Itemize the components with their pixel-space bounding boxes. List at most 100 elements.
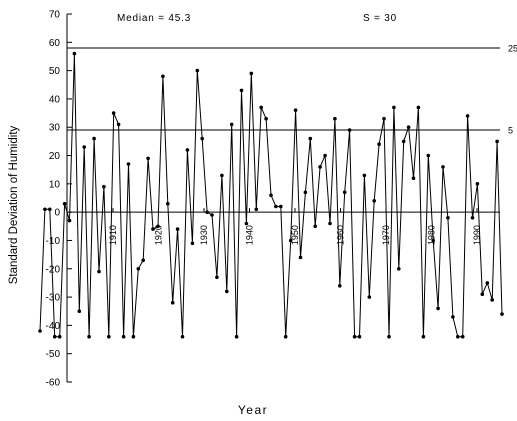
data-point	[274, 204, 278, 209]
y-tick-label: 60	[49, 38, 61, 49]
data-point	[269, 193, 273, 197]
reference-lines: 25 5	[67, 43, 517, 213]
data-point	[77, 309, 82, 314]
data-point	[293, 108, 298, 112]
reference-line-label: 25	[508, 43, 517, 53]
y-tick-label: 20	[49, 151, 61, 162]
x-tick-label: 1990	[472, 225, 482, 245]
data-point	[431, 238, 436, 243]
data-point	[480, 292, 485, 297]
data-point	[288, 238, 293, 243]
data-point	[210, 213, 214, 217]
data-point	[416, 105, 421, 110]
data-point	[367, 295, 372, 299]
data-point	[328, 221, 332, 226]
y-tick-label: 70	[49, 10, 61, 21]
data-point	[220, 173, 224, 178]
data-point	[426, 153, 431, 158]
data-point	[357, 334, 362, 339]
data-point	[215, 275, 219, 280]
data-point	[38, 329, 42, 333]
data-point	[156, 224, 160, 229]
data-point	[352, 334, 357, 339]
y-tick-label: -10	[46, 236, 61, 247]
y-tick-label: 50	[49, 66, 61, 77]
data-point	[151, 227, 155, 231]
data-point	[259, 105, 264, 110]
data-point	[82, 145, 86, 149]
y-axis-label: Standard Deviation of Humidity	[8, 125, 20, 284]
data-point	[195, 68, 200, 73]
data-point	[141, 258, 145, 263]
x-tick-label: 1930	[199, 225, 209, 245]
y-tick-label: -50	[46, 349, 61, 360]
data-point	[500, 312, 504, 316]
data-point	[436, 306, 440, 311]
data-point	[43, 207, 47, 212]
data-point	[111, 111, 116, 115]
data-point	[72, 51, 77, 56]
data-point	[92, 136, 96, 141]
x-axis: 1910 1920 1930 1940 1950 1960 1970 1980 1990	[108, 208, 482, 245]
data-point	[401, 139, 406, 144]
data-point	[229, 122, 234, 127]
data-point	[205, 210, 209, 214]
data-point	[116, 122, 121, 127]
median-annotation: Median = 45.3	[117, 13, 191, 24]
data-point	[107, 334, 111, 339]
data-point	[298, 255, 303, 260]
data-point	[102, 184, 106, 189]
data-point	[382, 116, 386, 121]
x-tick-label: 1980	[427, 225, 437, 245]
data-point	[234, 334, 239, 339]
y-tick-label: -20	[46, 264, 61, 275]
data-point	[225, 289, 229, 294]
data-point	[97, 269, 101, 274]
data-point	[451, 315, 455, 319]
data-point	[397, 267, 401, 271]
x-tick-label: 1920	[154, 225, 164, 245]
x-tick-label: 1970	[381, 225, 391, 245]
data-point	[485, 281, 490, 285]
data-point	[52, 334, 57, 339]
data-point	[136, 267, 141, 271]
data-point	[239, 88, 244, 93]
data-point	[475, 182, 480, 186]
data-point	[313, 224, 318, 229]
reference-line-label: 5	[508, 126, 513, 136]
data-point	[121, 334, 126, 339]
data-point	[333, 116, 337, 121]
data-point	[62, 201, 67, 206]
data-point	[372, 199, 377, 203]
data-point	[264, 116, 268, 121]
y-tick-label: 40	[49, 94, 61, 105]
x-tick-label: 1940	[245, 225, 255, 245]
y-tick-label: -40	[46, 321, 61, 332]
data-point	[495, 139, 499, 144]
data-point	[308, 136, 313, 141]
data-point	[411, 176, 416, 180]
data-point	[283, 334, 288, 339]
data-point	[131, 334, 136, 339]
data-point	[392, 105, 396, 110]
data-point	[244, 221, 249, 226]
x-tick-label: 1950	[290, 225, 300, 245]
data-point	[254, 207, 259, 212]
data-point	[347, 128, 352, 132]
data-point	[126, 162, 131, 166]
data-point	[279, 204, 283, 209]
data-point	[456, 334, 460, 339]
data-point	[48, 207, 52, 212]
data-point	[377, 142, 381, 146]
data-point	[446, 216, 450, 220]
data-point	[249, 71, 254, 76]
x-tick-label: 1910	[108, 225, 118, 245]
data-point	[166, 201, 170, 206]
data-point	[146, 156, 150, 161]
data-point	[303, 190, 308, 195]
data-point	[185, 148, 190, 152]
data-point	[465, 114, 470, 118]
y-tick-label: 0	[54, 208, 60, 219]
data-point	[338, 284, 342, 288]
